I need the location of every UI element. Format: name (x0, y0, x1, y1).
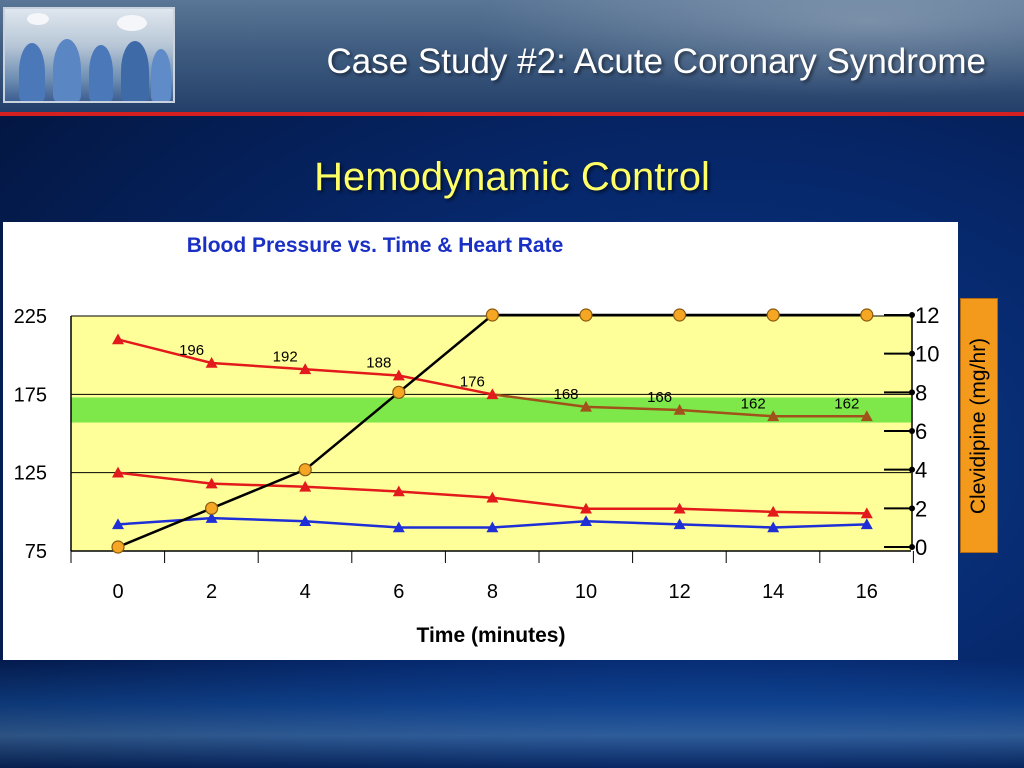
y2-tick-dot (909, 350, 915, 357)
systolic-marker (205, 357, 218, 368)
heart-rate-marker (486, 521, 499, 533)
heart-rate-marker (580, 515, 592, 527)
clevidipine-marker (205, 501, 219, 515)
bp-chart: 75 125 175 225 0 2 4 6 8 10 12 14 16 0 2 4 6 8 10 12 196 192 1… (14, 234, 940, 647)
y2-tick-label: 6 (915, 419, 927, 444)
y-tick-label: 125 (14, 463, 47, 485)
bottom-glow (0, 660, 1024, 768)
diastolic-marker (860, 507, 873, 519)
diastolic-marker (205, 477, 218, 489)
y2-tick-dot (909, 466, 915, 473)
heart-rate-marker (767, 521, 780, 533)
chart-title: Blood Pressure vs. Time & Heart Rate (187, 234, 564, 257)
systolic-data-label: 162 (741, 395, 766, 412)
clevidipine-marker (392, 385, 406, 399)
y2-tick-label: 12 (915, 303, 939, 328)
y-tick-label: 175 (14, 384, 47, 406)
y2-tick-label: 2 (915, 496, 927, 521)
systolic-data-label: 196 (179, 342, 204, 359)
heart-rate-marker (392, 521, 405, 533)
heart-rate-marker (673, 518, 686, 530)
x-tick-label: 14 (762, 581, 784, 603)
x-tick-label: 16 (856, 581, 878, 603)
x-tick-label: 6 (393, 581, 404, 603)
y-tick-label: 75 (25, 541, 47, 563)
x-axis-label: Time (minutes) (417, 624, 566, 647)
chart-panel: 75 125 175 225 0 2 4 6 8 10 12 14 16 0 2 4 6 8 10 12 196 192 1… (3, 222, 958, 660)
systolic-data-label: 188 (366, 355, 391, 372)
y2-tick-dot (909, 428, 915, 434)
y2-tick-dot (909, 544, 915, 550)
y-tick-label: 225 (14, 306, 47, 328)
operating-room-photo (3, 7, 175, 103)
diastolic-marker (673, 502, 686, 514)
systolic-marker (767, 410, 780, 422)
diastolic-marker (112, 466, 124, 478)
slide-title: Case Study #2: Acute Coronary Syndrome (326, 42, 986, 81)
target-range-band (71, 397, 911, 423)
header-divider (0, 112, 1024, 116)
clevidipine-marker (579, 308, 593, 322)
x-tick-label: 2 (206, 581, 217, 603)
systolic-data-label: 168 (553, 386, 578, 403)
systolic-marker (112, 333, 124, 345)
systolic-data-label: 176 (460, 373, 485, 390)
y2-tick-dot (909, 505, 915, 512)
systolic-data-label: 192 (273, 348, 298, 365)
diastolic-marker (580, 502, 592, 514)
clevidipine-marker (298, 463, 312, 477)
y2-tick-label: 8 (915, 380, 927, 405)
section-heading: Hemodynamic Control (314, 155, 710, 199)
header-sheen (404, 0, 1024, 112)
systolic-data-label: 166 (647, 389, 672, 406)
x-tick-label: 10 (575, 581, 597, 603)
diastolic-marker (486, 491, 499, 503)
systolic-marker (299, 363, 312, 375)
diastolic-marker (767, 505, 780, 517)
diastolic-marker (392, 485, 405, 497)
x-tick-label: 4 (300, 581, 311, 603)
y2-tick-label: 0 (915, 535, 927, 560)
y2-tick-label: 4 (915, 458, 927, 483)
x-tick-label: 0 (112, 581, 123, 603)
clevidipine-marker (485, 308, 499, 322)
heart-rate-marker (112, 518, 124, 530)
y2-tick-label: 10 (915, 342, 939, 367)
legend-label: Clevidipine (mg/hr) (967, 337, 990, 514)
systolic-marker (673, 404, 686, 415)
heart-rate-marker (205, 512, 218, 523)
y2-tick-dot (909, 389, 915, 396)
clevidipine-marker (672, 308, 687, 322)
heart-rate-marker (299, 515, 312, 527)
legend-clevidipine: Clevidipine (mg/hr) (960, 298, 998, 553)
diastolic-marker (299, 480, 312, 492)
systolic-marker (580, 400, 592, 412)
systolic-data-label: 162 (834, 395, 859, 412)
systolic-marker (486, 388, 499, 400)
systolic-marker (860, 410, 873, 422)
systolic-marker (392, 369, 405, 381)
x-tick-label: 8 (487, 581, 498, 603)
clevidipine-marker (766, 308, 780, 322)
clevidipine-marker (860, 308, 874, 322)
heart-rate-marker (860, 518, 873, 530)
x-tick-label: 12 (668, 581, 690, 603)
y2-tick-dot (909, 312, 915, 318)
clevidipine-marker (111, 540, 125, 554)
